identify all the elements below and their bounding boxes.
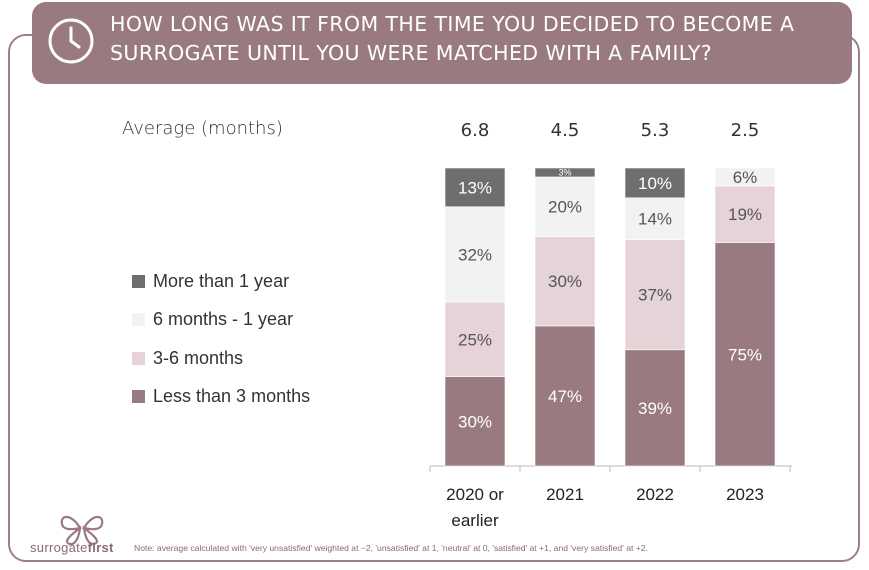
data-label: 32% — [458, 245, 492, 264]
legend-swatch — [132, 351, 145, 365]
data-label: 19% — [728, 205, 762, 224]
legend-item: More than 1 year — [132, 262, 310, 301]
butterfly-logo-icon — [60, 515, 104, 546]
data-label: 75% — [728, 345, 762, 364]
legend-item: 6 months - 1 year — [132, 301, 310, 340]
data-label: 14% — [638, 210, 672, 229]
data-label: 30% — [548, 272, 582, 291]
data-label: 6% — [733, 168, 758, 187]
logo-text-b: first — [87, 540, 114, 555]
data-label: 47% — [548, 387, 582, 406]
bar-segment — [624, 197, 686, 240]
logo-text-a: surrogate — [30, 540, 88, 555]
x-tick-label: 2020 or — [446, 485, 504, 504]
data-label: 3% — [558, 167, 571, 177]
legend: More than 1 year 6 months - 1 year 3-6 m… — [132, 262, 310, 416]
bar-segment — [444, 301, 506, 377]
x-tick-label: 2021 — [546, 485, 584, 504]
x-tick-label: 2022 — [636, 485, 674, 504]
legend-item: 3-6 months — [132, 339, 310, 378]
bar-segment — [534, 236, 596, 327]
bar-segment — [624, 349, 686, 467]
bar-segment — [444, 167, 506, 208]
data-label: 25% — [458, 330, 492, 349]
bar-segment — [534, 167, 596, 178]
legend-swatch — [132, 313, 145, 327]
bar-segment — [714, 242, 776, 467]
clock-icon — [48, 18, 94, 64]
bar-segment — [534, 176, 596, 237]
bar-segment — [714, 185, 776, 243]
bar-segment — [444, 376, 506, 467]
logo-wordmark: surrogatefirst — [30, 540, 114, 555]
bar-segment — [624, 167, 686, 199]
x-tick-label: 2023 — [726, 485, 764, 504]
data-label: 39% — [638, 399, 672, 418]
average-value: 4.5 — [551, 120, 580, 141]
data-label: 30% — [458, 412, 492, 431]
x-tick-label: earlier — [451, 511, 499, 530]
legend-swatch — [132, 390, 145, 404]
average-value: 2.5 — [731, 120, 760, 141]
legend-label: 6 months - 1 year — [153, 309, 294, 330]
chart-title: How long was it from the time you decide… — [110, 12, 795, 65]
legend-label: 3-6 months — [153, 347, 244, 368]
legend-label: More than 1 year — [153, 270, 290, 291]
legend-swatch — [132, 274, 145, 288]
average-label: Average (months) — [122, 118, 283, 139]
data-label: 37% — [638, 286, 672, 305]
title-banner — [32, 2, 852, 84]
bar-segment — [714, 167, 776, 187]
data-label: 20% — [548, 198, 582, 217]
average-value: 6.8 — [461, 120, 490, 141]
bar-segment — [444, 206, 506, 303]
data-label: 13% — [458, 178, 492, 197]
bar-segment — [534, 325, 596, 467]
bar-segment — [624, 239, 686, 351]
legend-label: Less than 3 months — [153, 386, 311, 407]
footnote: Note: average calculated with 'very unsa… — [134, 543, 648, 553]
data-label: 10% — [638, 174, 672, 193]
average-value: 5.3 — [641, 120, 670, 141]
legend-item: Less than 3 months — [132, 378, 310, 417]
